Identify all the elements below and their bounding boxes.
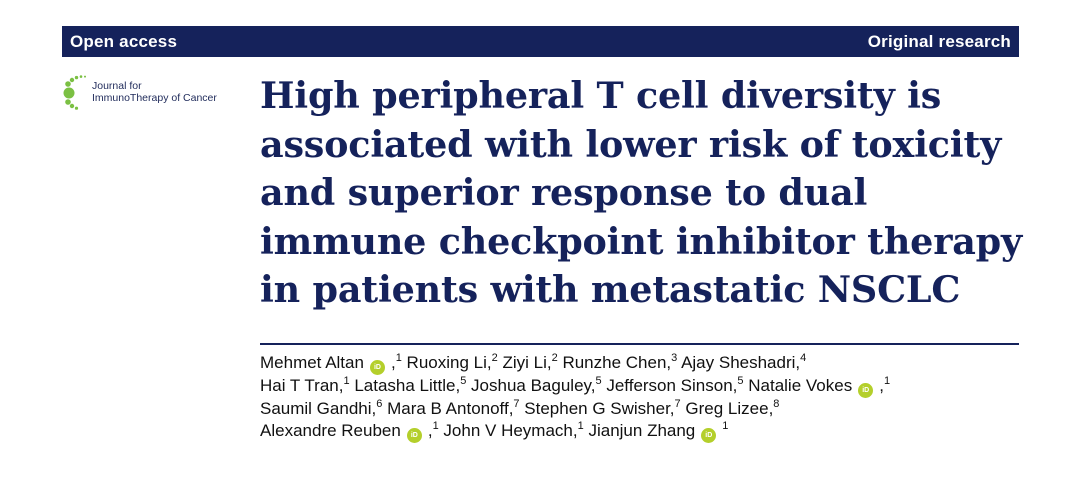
header-bar: Open access Original research — [62, 26, 1019, 57]
orcid-icon[interactable]: iD — [406, 428, 422, 444]
dot-arc-logo-icon — [63, 75, 86, 110]
author-line-2: Hai T Tran,1 Latasha Little,5 Joshua Bag… — [260, 375, 1020, 398]
author-line-1: Mehmet Altan iD ,1 Ruoxing Li,2 Ziyi Li,2 … — [260, 352, 1020, 375]
author-name[interactable]: Ajay Sheshadri, — [681, 353, 801, 372]
author-line-4: Alexandre Reuben iD ,1 John V Heymach,1 Ji… — [260, 420, 1020, 444]
article-title: High peripheral T cell diversity is asso… — [260, 74, 1023, 311]
affiliation-sup: 1 — [577, 420, 584, 433]
journal-name-line1: Journal for — [92, 80, 142, 92]
journal-name: Journal for ImmunoTherapy of Cancer — [92, 80, 217, 104]
affiliation-sup: 5 — [460, 375, 467, 387]
author-name[interactable]: Saumil Gandhi, — [260, 399, 377, 418]
author-name[interactable]: Natalie Vokes — [748, 376, 853, 395]
author-name[interactable]: Alexandre Reuben — [260, 421, 401, 441]
open-access-label: Open access — [70, 31, 178, 51]
author-name[interactable]: Latasha Little, — [354, 376, 461, 395]
journal-name-line2: ImmunoTherapy of Cancer — [92, 92, 217, 104]
affiliation-sup: 2 — [491, 352, 498, 364]
affiliation-sup: 3 — [671, 352, 678, 364]
affiliation-sup: 5 — [595, 375, 602, 387]
author-name[interactable]: Mehmet Altan — [260, 353, 364, 372]
author-name[interactable]: Mara B Antonoff, — [387, 399, 514, 418]
affiliation-sup: 1 — [343, 375, 350, 387]
author-name[interactable]: John V Heymach, — [443, 421, 578, 441]
affiliation-sup: 5 — [737, 375, 744, 387]
affiliation-sup: 4 — [800, 352, 807, 364]
title-divider — [260, 343, 1019, 345]
author-name[interactable]: Stephen G Swisher, — [524, 399, 675, 418]
affiliation-sup: 1 — [883, 375, 891, 387]
author-name[interactable]: Hai T Tran, — [260, 376, 344, 395]
author-name[interactable]: Runzhe Chen, — [562, 353, 672, 372]
affiliation-sup: 1 — [722, 420, 729, 433]
affiliation-sup: 7 — [513, 398, 520, 410]
affiliation-sup: 7 — [674, 398, 681, 410]
orcid-icon[interactable]: iD — [701, 428, 717, 444]
author-name[interactable]: Jefferson Sinson, — [606, 376, 738, 395]
affiliation-sup: 1 — [432, 420, 439, 433]
author-list: Mehmet Altan iD ,1 Ruoxing Li,2 Ziyi Li,2 … — [260, 352, 1020, 444]
author-line-3: Saumil Gandhi,6 Mara B Antonoff,7 Stephe… — [260, 398, 1020, 420]
author-name[interactable]: Joshua Baguley, — [471, 376, 596, 395]
journal-logo[interactable]: Journal for ImmunoTherapy of Cancer — [62, 74, 252, 114]
author-name[interactable]: Greg Lizee, — [685, 399, 774, 418]
affiliation-sup: 1 — [395, 352, 402, 364]
author-name[interactable]: Jianjun Zhang — [588, 421, 696, 441]
author-name[interactable]: Ziyi Li, — [502, 353, 552, 372]
orcid-icon[interactable]: iD — [369, 360, 385, 375]
orcid-icon[interactable]: iD — [858, 383, 874, 398]
affiliation-sup: 8 — [773, 398, 780, 410]
author-name[interactable]: Ruoxing Li, — [406, 353, 492, 372]
affiliation-sup: 6 — [376, 398, 383, 410]
affiliation-sup: 2 — [551, 352, 558, 364]
article-type-label: Original research — [867, 31, 1011, 51]
